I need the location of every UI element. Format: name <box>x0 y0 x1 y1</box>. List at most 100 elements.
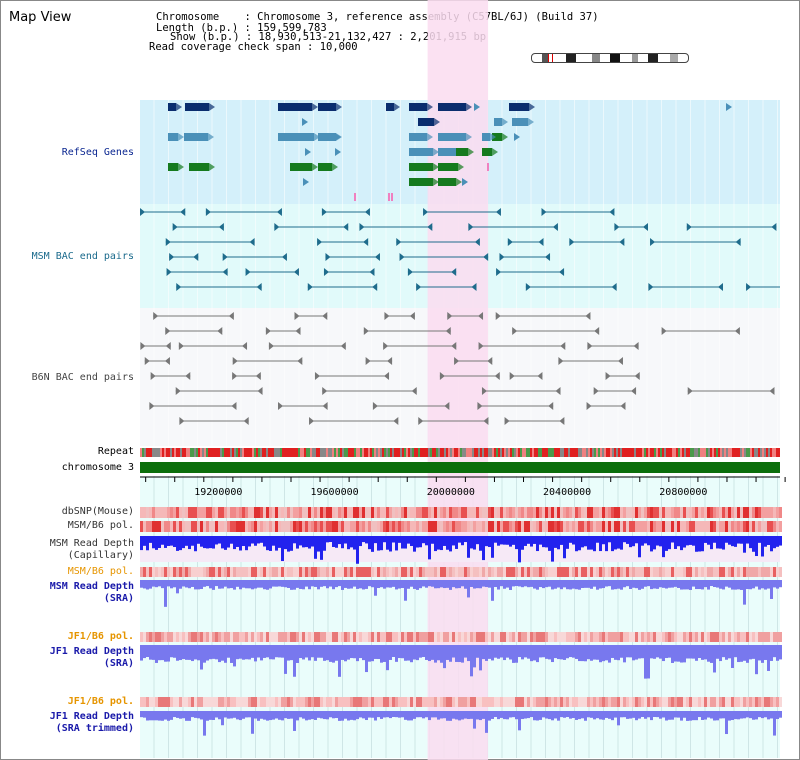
msm-depth-cap-bar <box>251 536 254 544</box>
jf1-trim-depth-bar <box>626 711 629 719</box>
jf1-pol-trim-heat-cell <box>512 697 515 707</box>
dbsnp-heat-cell <box>713 507 716 518</box>
jf1-trim-depth-bar <box>281 711 284 721</box>
b6n-bac-pair-end-right <box>243 417 249 425</box>
repeat-segment <box>654 448 656 457</box>
msm-pol-heat-cell <box>647 521 650 532</box>
msm-pol-sra-heat-cell <box>683 567 686 577</box>
jf1-pol-heat-cell <box>437 632 440 642</box>
repeat-segment <box>524 448 526 457</box>
gene-strand-arrow <box>458 163 464 171</box>
dbsnp-heat-cell <box>140 507 143 518</box>
msm-pol-heat-cell <box>554 521 557 532</box>
msm-pol-sra-heat-cell <box>617 567 620 577</box>
dbsnp-heat-cell <box>323 507 326 518</box>
jf1-pol-trim-heat-cell <box>287 697 290 707</box>
jf1-trim-depth-bar <box>722 711 725 719</box>
chromosome-ideogram[interactable] <box>531 53 689 63</box>
msm-depth-cap-bar <box>524 536 527 546</box>
repeat-segment <box>434 448 436 457</box>
dbsnp-heat-cell <box>530 507 533 518</box>
chromosome-bar <box>140 462 780 473</box>
repeat-segment <box>452 448 454 457</box>
msm-depth-cap-bar <box>320 536 323 560</box>
msm-depth-cap-bar <box>215 536 218 545</box>
repeat-segment <box>422 448 424 457</box>
b6n-bac-pair-end-left <box>509 372 515 380</box>
jf1-pol-trim-heat-cell <box>572 697 575 707</box>
dbsnp-heat-cell <box>572 507 575 518</box>
msm-bac-pair-end-left <box>499 253 505 261</box>
msm-pol-sra-heat-cell <box>452 567 455 577</box>
jf1-pol-heat-cell <box>389 632 392 642</box>
jf1-pol-trim-heat-cell <box>230 697 233 707</box>
jf1-depth-bar <box>338 645 341 677</box>
jf1-pol-trim-heat-cell <box>527 697 530 707</box>
msm-depth-sra-bar <box>770 580 773 599</box>
jf1-depth-bar <box>542 645 545 658</box>
repeat-segment <box>348 448 350 457</box>
jf1-trim-depth-bar <box>482 711 485 719</box>
jf1-pol-trim-heat-cell <box>179 697 182 707</box>
msm-pol-heat-cell <box>692 521 695 532</box>
msm-depth-sra-bar <box>464 580 467 589</box>
refseq-gene-block <box>456 148 468 156</box>
msm-depth-cap-bar <box>317 536 320 552</box>
msm-pol-sra-heat-cell <box>371 567 374 577</box>
msm-depth-sra-bar <box>497 580 500 590</box>
msm-pol-sra-heat-cell <box>419 567 422 577</box>
jf1-pol-trim-heat-cell <box>320 697 323 707</box>
msm-bac-pair-end-left <box>468 223 474 231</box>
b6n-bac-pair-end-right <box>165 342 171 350</box>
jf1-depth-bar <box>269 645 272 660</box>
msm-pol-sra-heat-cell <box>656 567 659 577</box>
msm-pol-heat-cell <box>260 521 263 532</box>
jf1-pol-trim-heat-cell <box>167 697 170 707</box>
repeat-segment <box>184 448 186 457</box>
msm-pol-sra-heat-cell <box>767 567 770 577</box>
msm-depth-sra-bar <box>764 580 767 590</box>
dbsnp-heat-cell <box>503 507 506 518</box>
jf1-depth-bar <box>377 645 380 660</box>
jf1-pol-heat-cell <box>383 632 386 642</box>
msm-depth-cap-bar <box>296 536 299 549</box>
jf1-depth-bar <box>413 645 416 660</box>
dbsnp-heat-cell <box>365 507 368 518</box>
msm-pol-sra-heat-cell <box>458 567 461 577</box>
jf1-pol-trim-heat-cell <box>482 697 485 707</box>
b6n-bac-pair-end-right <box>537 372 543 380</box>
ideogram-position-marker[interactable] <box>548 54 553 62</box>
repeat-segment <box>532 448 534 457</box>
dbsnp-heat-cell <box>617 507 620 518</box>
jf1-depth-bar <box>620 645 623 658</box>
repeat-segment <box>778 448 780 457</box>
msm-depth-sra-bar <box>632 580 635 588</box>
repeat-segment <box>266 448 268 457</box>
jf1-pol-trim-heat-cell <box>335 697 338 707</box>
jf1-depth-bar <box>572 645 575 658</box>
jf1-pol-trim-heat-cell <box>761 697 764 707</box>
dbsnp-heat-cell <box>773 507 776 518</box>
repeat-segment <box>730 448 732 457</box>
repeat-segment <box>158 448 160 457</box>
gene-strand-arrow <box>312 163 318 171</box>
jf1-pol-trim-heat-cell <box>236 697 239 707</box>
msm-depth-sra-bar <box>323 580 326 587</box>
msm-depth-sra-bar <box>338 580 341 587</box>
jf1-pol-heat-cell <box>203 632 206 642</box>
jf1-pol-heat-cell <box>143 632 146 642</box>
jf1-trim-depth-bar <box>734 711 737 720</box>
msm-pol-heat-cell <box>740 521 743 532</box>
jf1-trim-depth-bar <box>524 711 527 719</box>
msm-pol-heat-cell <box>656 521 659 532</box>
jf1-pol-trim-heat-cell <box>347 697 350 707</box>
jf1-depth-bar <box>602 645 605 662</box>
repeat-segment <box>150 448 152 457</box>
msm-pol-sra-heat-cell <box>512 567 515 577</box>
msm-depth-sra-bar <box>428 580 431 587</box>
msm-depth-sra-bar <box>575 580 578 590</box>
msm-depth-cap-bar <box>260 536 263 543</box>
repeat-segment <box>708 448 710 457</box>
msm-bac-pair-end-right <box>293 268 299 276</box>
